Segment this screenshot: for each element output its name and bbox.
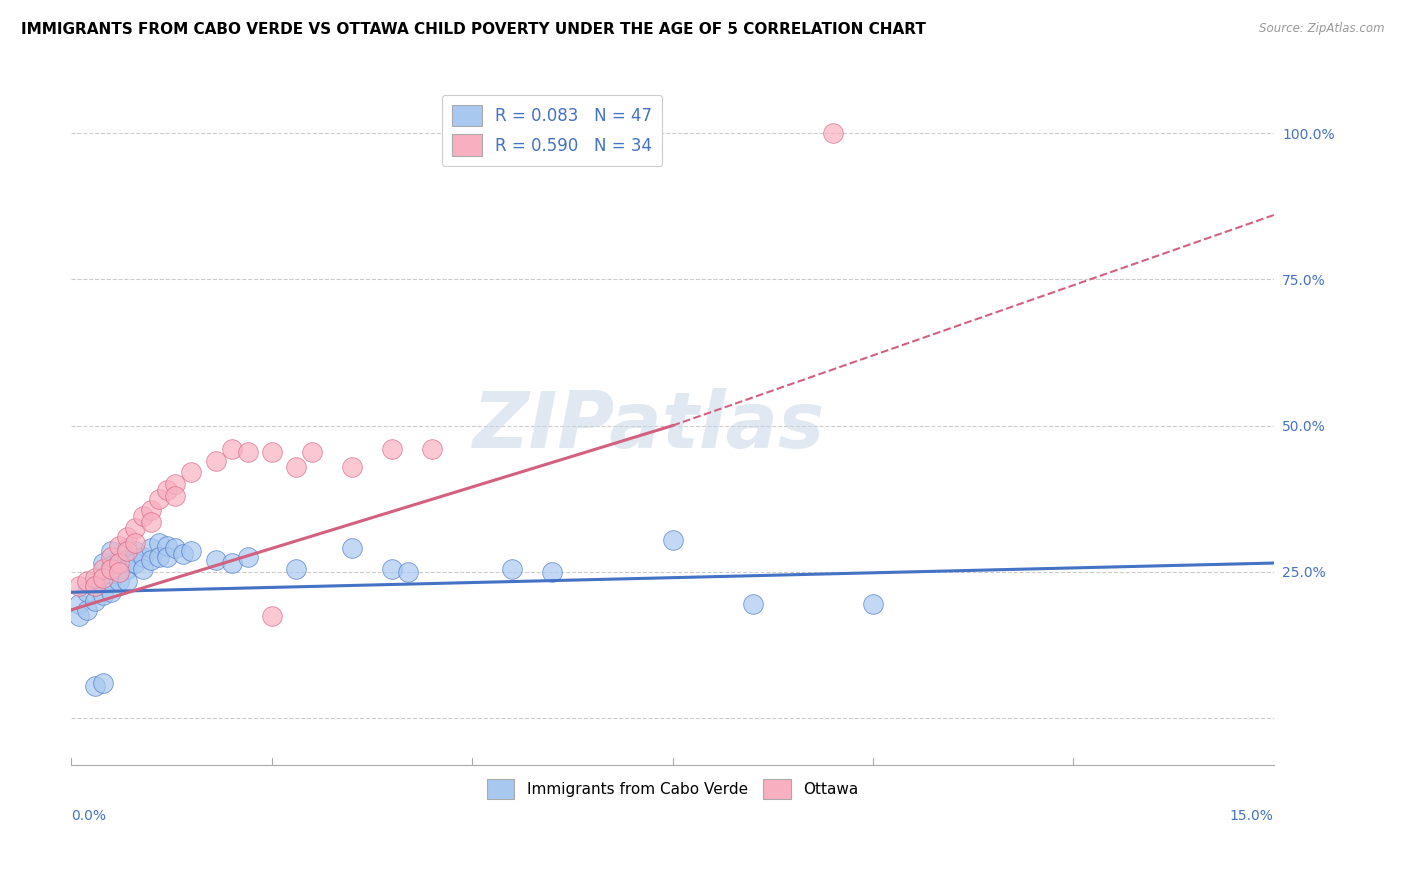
Text: Source: ZipAtlas.com: Source: ZipAtlas.com xyxy=(1260,22,1385,36)
Point xyxy=(284,562,307,576)
Point xyxy=(91,576,114,591)
Legend: Immigrants from Cabo Verde, Ottawa: Immigrants from Cabo Verde, Ottawa xyxy=(481,772,865,805)
Point xyxy=(100,562,122,576)
Point xyxy=(148,491,170,506)
Point xyxy=(108,574,131,588)
Point xyxy=(108,565,131,579)
Point xyxy=(165,477,187,491)
Point xyxy=(284,459,307,474)
Point xyxy=(108,556,131,570)
Point xyxy=(381,442,404,456)
Point xyxy=(741,597,763,611)
Point xyxy=(236,550,259,565)
Point xyxy=(76,603,98,617)
Point xyxy=(156,539,179,553)
Point xyxy=(100,550,122,565)
Point xyxy=(301,445,323,459)
Point xyxy=(340,541,363,556)
Point xyxy=(396,565,419,579)
Text: IMMIGRANTS FROM CABO VERDE VS OTTAWA CHILD POVERTY UNDER THE AGE OF 5 CORRELATIO: IMMIGRANTS FROM CABO VERDE VS OTTAWA CHI… xyxy=(21,22,927,37)
Point xyxy=(117,530,139,544)
Point xyxy=(91,588,114,602)
Point xyxy=(204,453,226,467)
Point xyxy=(117,541,139,556)
Point xyxy=(180,544,202,558)
Point xyxy=(124,535,146,549)
Point xyxy=(541,565,564,579)
Point xyxy=(117,544,139,558)
Point xyxy=(156,483,179,497)
Point xyxy=(141,503,163,517)
Text: 0.0%: 0.0% xyxy=(72,809,107,823)
Point xyxy=(132,562,155,576)
Point xyxy=(108,553,131,567)
Point xyxy=(67,608,90,623)
Point xyxy=(260,445,283,459)
Text: ZIPatlas: ZIPatlas xyxy=(472,388,824,464)
Point xyxy=(84,579,107,593)
Point xyxy=(100,585,122,599)
Point xyxy=(180,466,202,480)
Point xyxy=(84,579,107,593)
Point xyxy=(661,533,683,547)
Point xyxy=(236,445,259,459)
Point xyxy=(117,562,139,576)
Point xyxy=(221,442,243,456)
Point xyxy=(141,541,163,556)
Point xyxy=(117,553,139,567)
Point xyxy=(141,553,163,567)
Point xyxy=(76,574,98,588)
Point xyxy=(204,553,226,567)
Point xyxy=(821,126,844,140)
Point xyxy=(172,547,194,561)
Point xyxy=(420,442,443,456)
Point xyxy=(124,556,146,570)
Point xyxy=(260,608,283,623)
Point xyxy=(84,594,107,608)
Point xyxy=(91,556,114,570)
Point xyxy=(862,597,884,611)
Point xyxy=(100,544,122,558)
Point xyxy=(141,515,163,529)
Point xyxy=(124,544,146,558)
Point xyxy=(132,509,155,524)
Point xyxy=(100,558,122,573)
Point xyxy=(84,571,107,585)
Point xyxy=(156,550,179,565)
Point xyxy=(117,574,139,588)
Point xyxy=(67,597,90,611)
Point xyxy=(340,459,363,474)
Point xyxy=(108,539,131,553)
Point xyxy=(100,574,122,588)
Point xyxy=(381,562,404,576)
Point xyxy=(148,550,170,565)
Point xyxy=(67,579,90,593)
Point xyxy=(221,556,243,570)
Point xyxy=(76,585,98,599)
Point xyxy=(84,679,107,693)
Point xyxy=(148,535,170,549)
Point xyxy=(124,521,146,535)
Point xyxy=(91,562,114,576)
Point xyxy=(108,562,131,576)
Point xyxy=(165,541,187,556)
Point xyxy=(165,489,187,503)
Point xyxy=(91,676,114,690)
Text: 15.0%: 15.0% xyxy=(1230,809,1274,823)
Point xyxy=(132,550,155,565)
Point xyxy=(501,562,523,576)
Point xyxy=(91,571,114,585)
